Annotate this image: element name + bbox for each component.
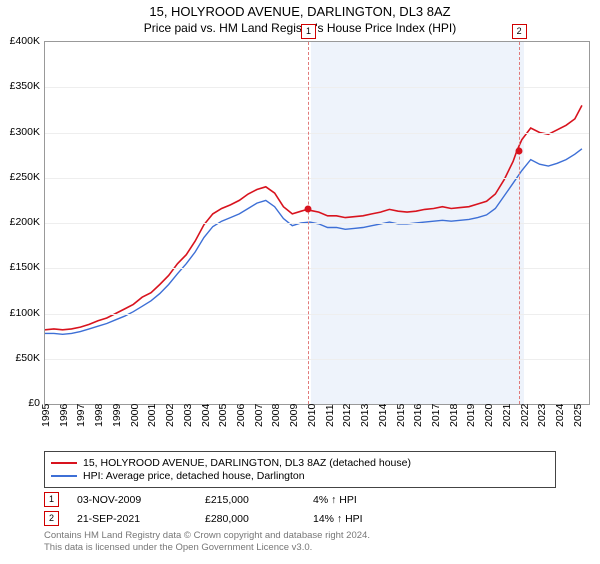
sale-marker-icon: 1 bbox=[44, 492, 59, 507]
price-chart: 12 bbox=[44, 41, 590, 405]
gridline bbox=[45, 359, 589, 360]
x-tick-label: 2007 bbox=[253, 404, 265, 427]
sale-date: 21-SEP-2021 bbox=[77, 513, 187, 525]
x-tick-label: 2016 bbox=[412, 404, 424, 427]
x-axis: 1995199619971998199920002001200220032004… bbox=[44, 405, 590, 445]
x-tick-label: 2018 bbox=[448, 404, 460, 427]
sale-row: 2 21-SEP-2021 £280,000 14% ↑ HPI bbox=[44, 511, 556, 526]
x-tick-label: 2011 bbox=[324, 404, 336, 427]
sale-price: £280,000 bbox=[205, 513, 295, 525]
x-tick-label: 2001 bbox=[146, 404, 158, 427]
x-tick-label: 2017 bbox=[430, 404, 442, 427]
y-tick-label: £150K bbox=[0, 261, 40, 273]
gridline bbox=[45, 223, 589, 224]
y-tick-label: £400K bbox=[0, 35, 40, 47]
legend-label-hpi: HPI: Average price, detached house, Darl… bbox=[83, 470, 305, 482]
sales-table: 1 03-NOV-2009 £215,000 4% ↑ HPI 2 21-SEP… bbox=[44, 492, 556, 526]
x-tick-label: 1998 bbox=[93, 404, 105, 427]
x-tick-label: 1995 bbox=[40, 404, 52, 427]
x-tick-label: 2019 bbox=[465, 404, 477, 427]
series-property bbox=[45, 105, 582, 329]
x-tick-label: 2003 bbox=[182, 404, 194, 427]
y-axis: £0£50K£100K£150K£200K£250K£300K£350K£400… bbox=[0, 41, 44, 405]
x-tick-label: 2012 bbox=[341, 404, 353, 427]
x-tick-label: 2005 bbox=[217, 404, 229, 427]
x-tick-label: 2013 bbox=[359, 404, 371, 427]
y-tick-label: £50K bbox=[0, 352, 40, 364]
sale-dot-icon bbox=[305, 206, 312, 213]
gridline bbox=[45, 314, 589, 315]
legend-swatch-hpi bbox=[51, 475, 77, 477]
x-tick-label: 2014 bbox=[377, 404, 389, 427]
sale-row: 1 03-NOV-2009 £215,000 4% ↑ HPI bbox=[44, 492, 556, 507]
legend-swatch-property bbox=[51, 462, 77, 464]
sale-marker-icon: 2 bbox=[44, 511, 59, 526]
y-tick-label: £350K bbox=[0, 80, 40, 92]
x-tick-label: 2004 bbox=[200, 404, 212, 427]
gridline bbox=[45, 133, 589, 134]
x-tick-label: 2021 bbox=[501, 404, 513, 427]
series-hpi bbox=[45, 149, 582, 334]
y-tick-label: £200K bbox=[0, 216, 40, 228]
x-tick-label: 2008 bbox=[270, 404, 282, 427]
footer-line: This data is licensed under the Open Gov… bbox=[44, 542, 556, 554]
x-tick-label: 2015 bbox=[395, 404, 407, 427]
legend-item-property: 15, HOLYROOD AVENUE, DARLINGTON, DL3 8AZ… bbox=[51, 457, 549, 469]
event-marker-icon: 2 bbox=[512, 24, 527, 39]
x-tick-label: 2006 bbox=[235, 404, 247, 427]
page-title: 15, HOLYROOD AVENUE, DARLINGTON, DL3 8AZ bbox=[0, 4, 600, 19]
x-tick-label: 2009 bbox=[288, 404, 300, 427]
sale-price: £215,000 bbox=[205, 494, 295, 506]
gridline bbox=[45, 268, 589, 269]
y-tick-label: £250K bbox=[0, 171, 40, 183]
x-tick-label: 1996 bbox=[58, 404, 70, 427]
x-tick-label: 2002 bbox=[164, 404, 176, 427]
footer-line: Contains HM Land Registry data © Crown c… bbox=[44, 530, 556, 542]
x-tick-label: 2010 bbox=[306, 404, 318, 427]
legend-label-property: 15, HOLYROOD AVENUE, DARLINGTON, DL3 8AZ… bbox=[83, 457, 411, 469]
page-subtitle: Price paid vs. HM Land Registry's House … bbox=[0, 21, 600, 35]
y-tick-label: £0 bbox=[0, 397, 40, 409]
event-dash bbox=[308, 42, 309, 404]
x-tick-label: 2024 bbox=[554, 404, 566, 427]
x-tick-label: 2025 bbox=[572, 404, 584, 427]
sale-pct: 14% ↑ HPI bbox=[313, 513, 403, 525]
gridline bbox=[45, 87, 589, 88]
event-marker-icon: 1 bbox=[301, 24, 316, 39]
y-tick-label: £100K bbox=[0, 307, 40, 319]
gridline bbox=[45, 178, 589, 179]
sale-date: 03-NOV-2009 bbox=[77, 494, 187, 506]
x-tick-label: 1997 bbox=[75, 404, 87, 427]
x-tick-label: 1999 bbox=[111, 404, 123, 427]
x-tick-label: 2022 bbox=[519, 404, 531, 427]
legend: 15, HOLYROOD AVENUE, DARLINGTON, DL3 8AZ… bbox=[44, 451, 556, 488]
event-dash bbox=[519, 42, 520, 404]
x-tick-label: 2023 bbox=[536, 404, 548, 427]
legend-item-hpi: HPI: Average price, detached house, Darl… bbox=[51, 470, 549, 482]
y-tick-label: £300K bbox=[0, 126, 40, 138]
x-tick-label: 2020 bbox=[483, 404, 495, 427]
footer: Contains HM Land Registry data © Crown c… bbox=[44, 530, 556, 554]
x-tick-label: 2000 bbox=[129, 404, 141, 427]
sale-pct: 4% ↑ HPI bbox=[313, 494, 403, 506]
sale-dot-icon bbox=[515, 147, 522, 154]
